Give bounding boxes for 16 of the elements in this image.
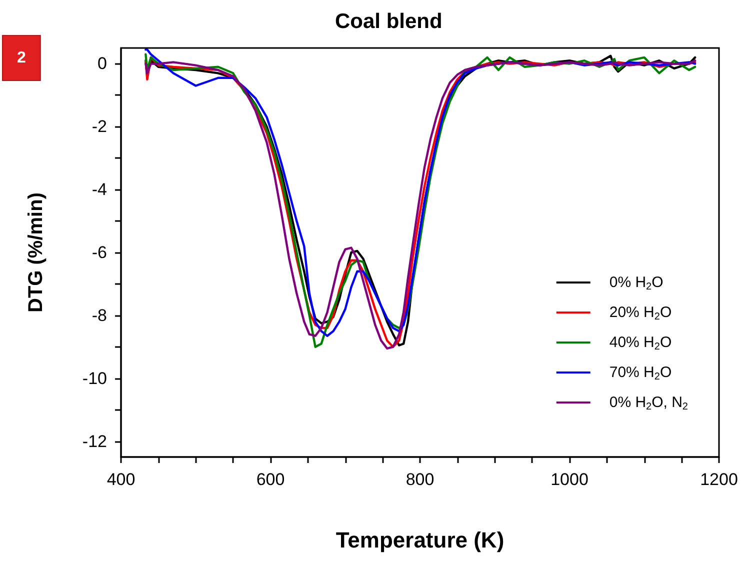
y-tick-label: -10 (82, 368, 107, 388)
y-tick-label: -8 (92, 306, 107, 325)
x-tick-label: 1000 (550, 470, 588, 489)
x-axis-title: Temperature (K) (336, 528, 504, 552)
x-tick-label: 400 (106, 470, 136, 489)
y-tick-label: -12 (82, 432, 107, 451)
y-axis-title: DTG (%/min) (25, 192, 47, 312)
y-tick-label: -2 (92, 117, 107, 136)
y-tick-label: 0 (98, 54, 107, 74)
x-tick-label: 1200 (700, 470, 738, 489)
text: 2 (17, 50, 26, 66)
y-tick-label: -6 (92, 243, 107, 262)
y-tick-label: -4 (92, 180, 107, 200)
chart-title: Coal blend (335, 10, 442, 33)
x-tick-label: 600 (256, 470, 285, 489)
x-tick-label: 800 (406, 470, 434, 489)
